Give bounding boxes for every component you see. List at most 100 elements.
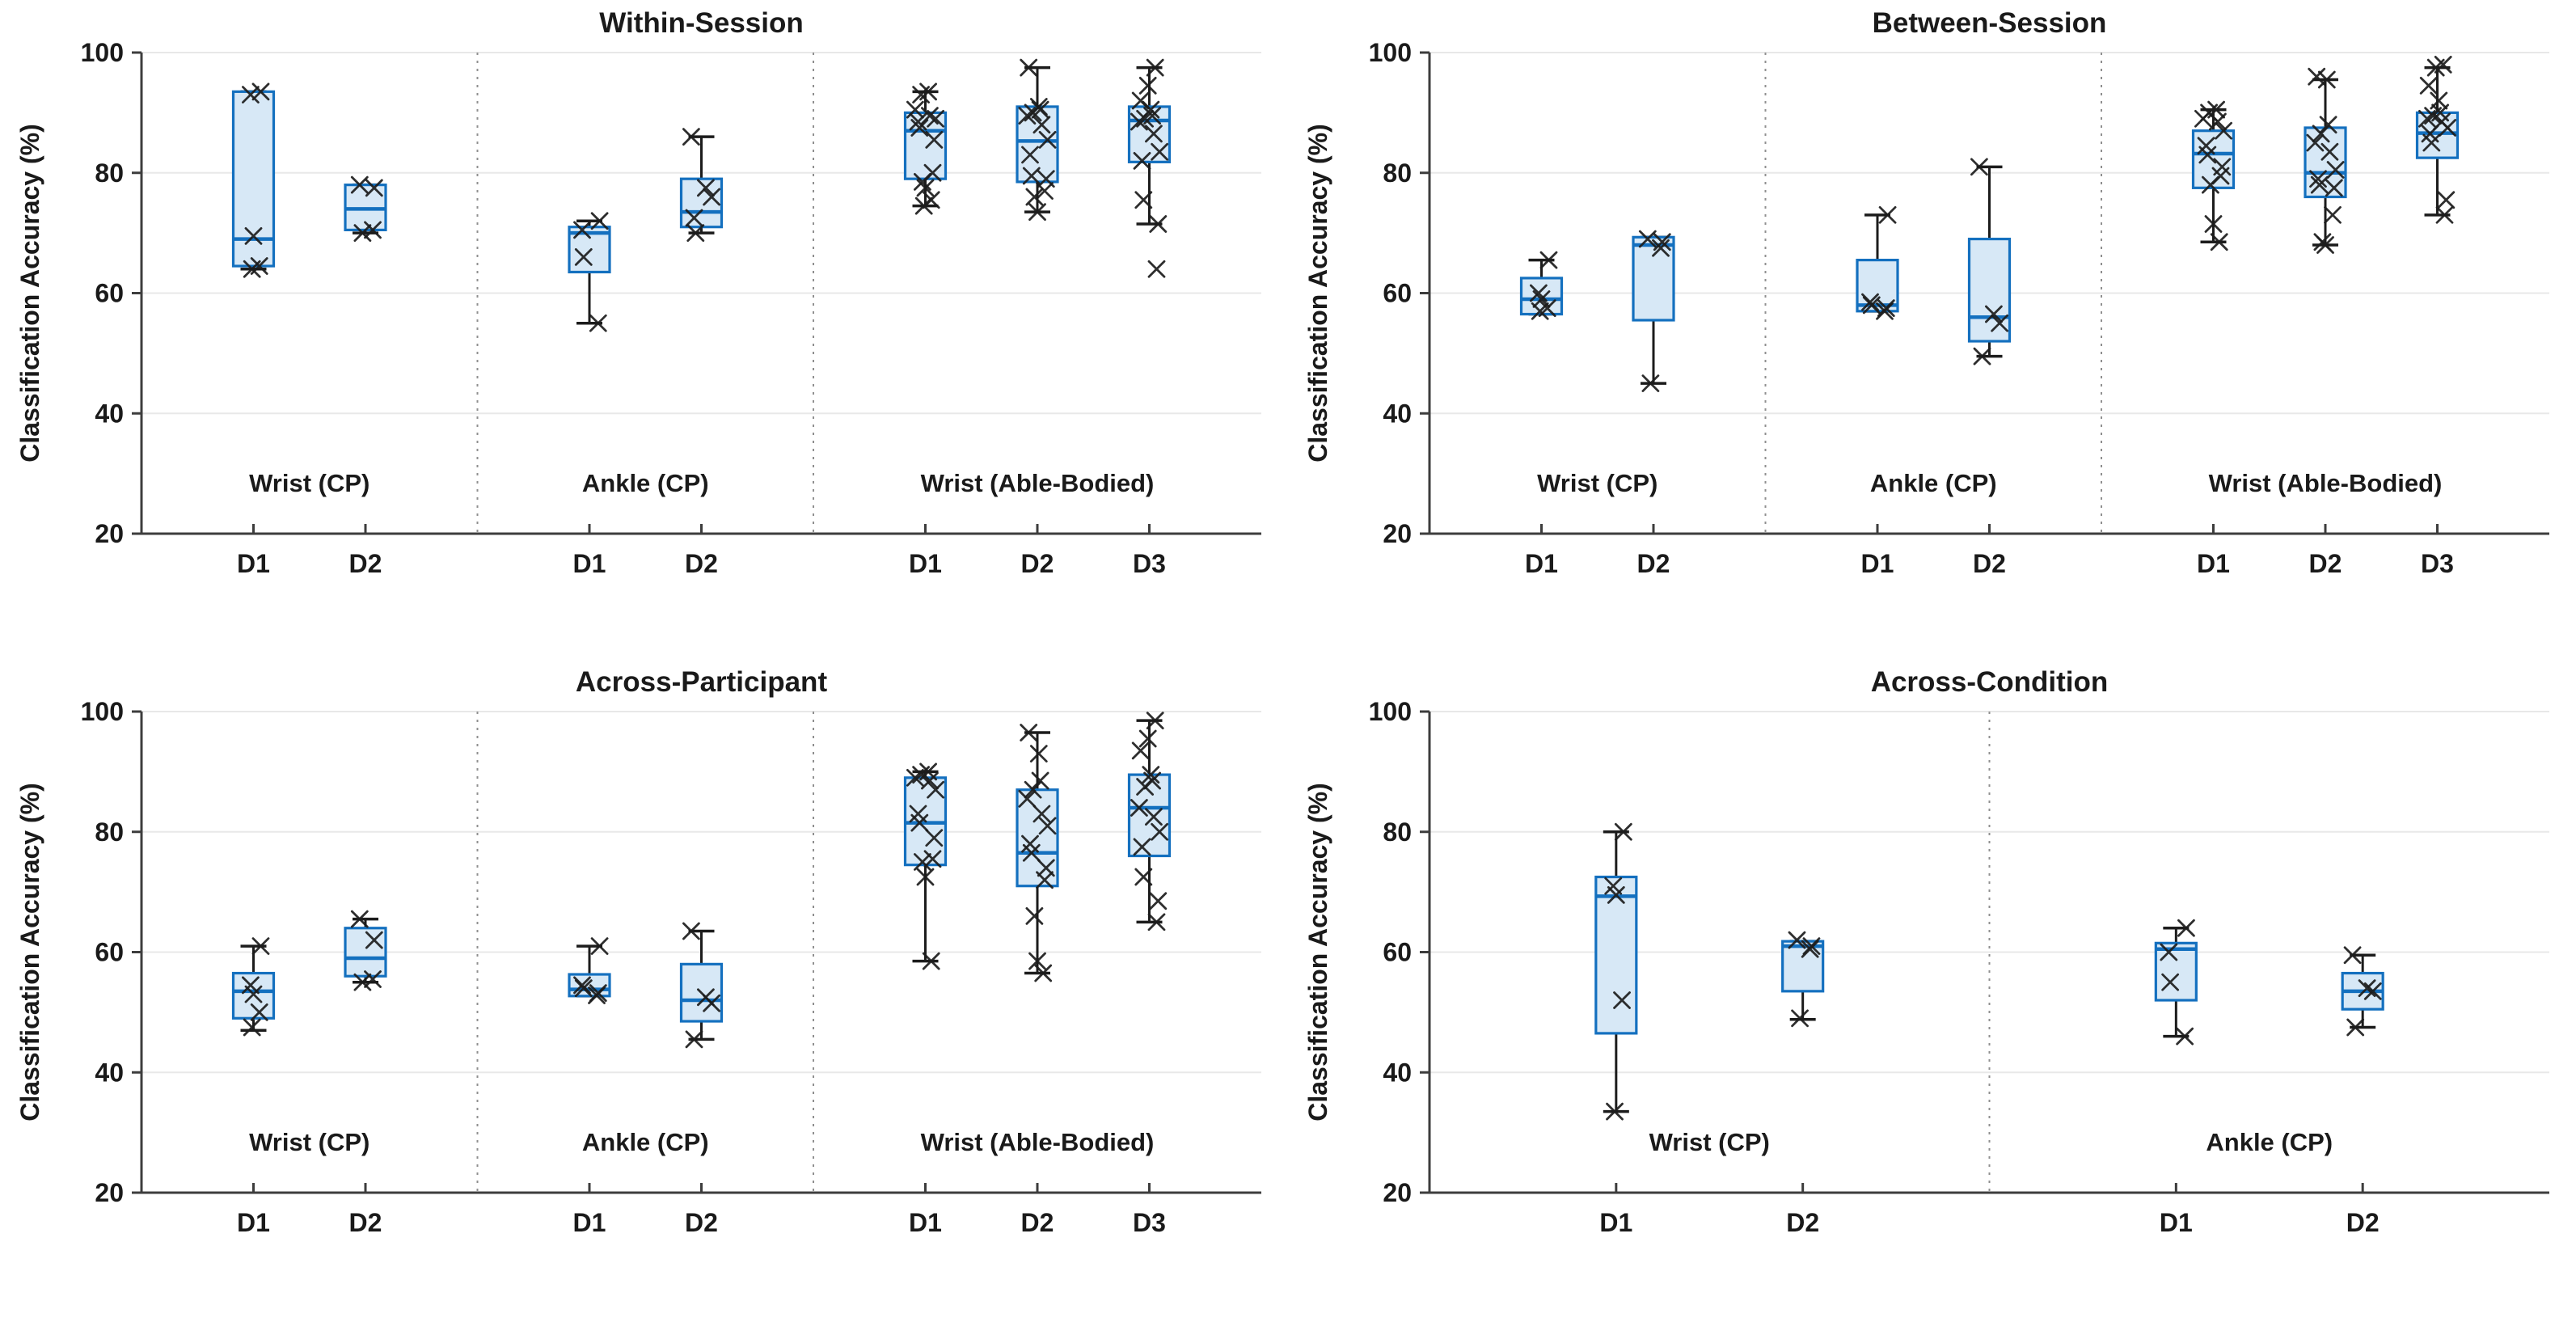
x-tick-label: D1 <box>573 1208 606 1237</box>
y-tick-label: 40 <box>1383 1058 1412 1087</box>
x-tick-label: D2 <box>685 1208 718 1237</box>
data-point-marker <box>1031 771 1049 790</box>
data-point-marker <box>1036 871 1054 889</box>
data-point-marker <box>2422 133 2441 152</box>
data-point-marker <box>1638 230 1657 248</box>
data-point-marker <box>1020 58 1038 77</box>
data-point-marker <box>2312 125 2330 143</box>
data-point-marker <box>1133 151 1151 170</box>
data-point-marker <box>2343 946 2362 965</box>
y-tick-label: 80 <box>1383 817 1412 847</box>
y-tick-label: 60 <box>1383 938 1412 967</box>
data-point-marker <box>2215 121 2232 140</box>
data-point-marker <box>2202 175 2219 194</box>
data-point-marker <box>1607 885 1625 904</box>
data-point-marker <box>1020 724 1038 741</box>
data-point-marker <box>1142 766 1160 784</box>
data-point-marker <box>927 780 944 799</box>
data-point-marker <box>2194 109 2212 128</box>
y-tick-label: 60 <box>1383 279 1412 308</box>
data-point-marker <box>1614 822 1632 841</box>
data-point-marker <box>2209 112 2227 131</box>
data-point-marker <box>2363 982 2382 1000</box>
data-point-marker <box>1018 789 1037 808</box>
data-point-marker <box>910 813 929 832</box>
group-label: Wrist (Able-Bodied) <box>921 469 1155 497</box>
data-point-marker <box>916 179 935 197</box>
data-point-marker <box>1134 191 1153 209</box>
data-point-marker <box>2310 175 2329 194</box>
data-point-marker <box>921 771 939 790</box>
box <box>679 177 724 229</box>
data-point-marker <box>588 986 606 1004</box>
data-point-marker <box>1146 58 1164 77</box>
data-point-marker <box>2419 77 2438 95</box>
data-point-marker <box>1138 77 1157 95</box>
data-point-marker <box>1147 260 1166 278</box>
panel-title: Across-Participant <box>576 666 828 698</box>
data-point-marker <box>2324 205 2342 224</box>
data-point-marker <box>912 86 930 103</box>
data-point-marker <box>2319 116 2337 134</box>
data-point-marker <box>1136 778 1154 796</box>
box <box>1781 940 1825 993</box>
data-point-marker <box>243 1018 261 1037</box>
data-point-marker <box>2326 161 2345 179</box>
y-tick-label: 20 <box>1383 1178 1412 1207</box>
data-point-marker <box>1652 239 1670 257</box>
data-point-marker <box>1025 906 1044 925</box>
y-axis-label: Classification Accuracy (%) <box>15 783 44 1122</box>
y-tick-label: 20 <box>1383 519 1412 548</box>
panel-within-session: 20 40 60 80 100 D1 D2 D1 D2 D1 D2 D3 Wrist (CP) Ankle… <box>0 0 1288 659</box>
data-point-marker <box>685 209 703 227</box>
data-point-marker <box>2204 215 2223 233</box>
group-label: Ankle (CP) <box>582 469 709 497</box>
data-point-marker <box>1028 203 1046 221</box>
y-tick-label: 80 <box>95 158 124 188</box>
panel-title: Within-Session <box>599 7 803 39</box>
data-point-marker <box>574 247 593 266</box>
group-label: Ankle (CP) <box>2206 1128 2333 1156</box>
data-point-marker <box>682 922 700 940</box>
data-point-marker <box>590 212 609 230</box>
data-point-marker <box>1028 952 1046 970</box>
data-point-marker <box>2316 236 2334 254</box>
data-point-marker <box>906 768 924 787</box>
y-axis-label: Classification Accuracy (%) <box>15 124 44 463</box>
data-point-marker <box>682 128 700 146</box>
x-tick-label: D1 <box>909 1208 942 1237</box>
data-point-marker <box>1653 233 1671 251</box>
box <box>1594 875 1638 1035</box>
data-point-marker <box>922 952 940 970</box>
y-tick-label: 40 <box>95 1058 124 1087</box>
data-point-marker <box>1130 112 1148 131</box>
data-point-marker <box>1151 822 1168 841</box>
data-point-marker <box>242 976 260 995</box>
x-tick-label: D3 <box>1133 549 1166 578</box>
data-point-marker <box>1876 302 1894 320</box>
x-tick-label: D2 <box>349 549 382 578</box>
group-label: Wrist (CP) <box>1537 469 1658 497</box>
data-point-marker <box>244 226 263 245</box>
within-session-chart: 20 40 60 80 100 D1 D2 D1 D2 D1 D2 D3 Wrist (CP) Ankle… <box>15 7 1261 578</box>
x-tick-label: D1 <box>1599 1208 1632 1237</box>
data-point-marker <box>1985 305 2003 323</box>
data-point-marker <box>1025 188 1044 206</box>
y-tick-label: 40 <box>95 399 124 428</box>
x-tick-label: D2 <box>2309 549 2342 578</box>
data-point-marker <box>1604 877 1623 895</box>
data-point-marker <box>353 224 372 243</box>
data-point-marker <box>2426 58 2445 77</box>
data-point-marker <box>2160 943 2178 961</box>
x-tick-label: D2 <box>1786 1208 1819 1237</box>
data-point-marker <box>2418 109 2436 128</box>
across-participant-chart: 20 40 60 80 100 D1 D2 D1 D2 D1 D2 D3 Wrist (CP) Ankle… <box>15 666 1261 1237</box>
data-point-marker <box>350 175 369 194</box>
y-axis-label: Classification Accuracy (%) <box>1303 124 1332 463</box>
data-point-marker <box>1022 843 1041 862</box>
y-tick-label: 100 <box>81 38 124 67</box>
x-tick-label: D1 <box>573 549 606 578</box>
data-point-marker <box>685 1030 703 1049</box>
data-point-marker <box>1970 158 1988 176</box>
